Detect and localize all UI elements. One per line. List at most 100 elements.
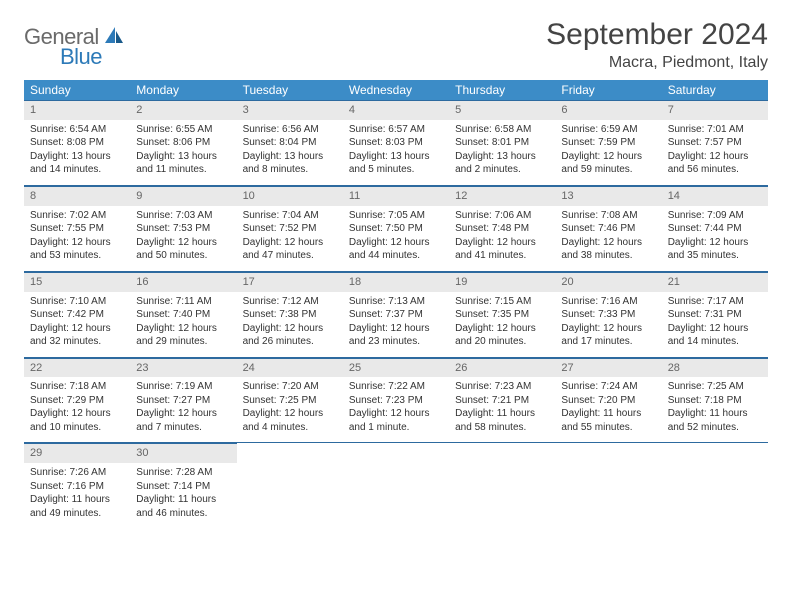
day-cell: 29Sunrise: 7:26 AMSunset: 7:16 PMDayligh… xyxy=(24,443,130,528)
day-number: 2 xyxy=(130,100,236,120)
day-number: 6 xyxy=(555,100,661,120)
sunrise-text: Sunrise: 7:05 AM xyxy=(349,209,443,223)
day-number: 27 xyxy=(555,358,661,378)
sunrise-text: Sunrise: 6:58 AM xyxy=(455,123,549,137)
sunrise-text: Sunrise: 7:02 AM xyxy=(30,209,124,223)
daylight-text: and 5 minutes. xyxy=(349,163,443,177)
day-cell: 18Sunrise: 7:13 AMSunset: 7:37 PMDayligh… xyxy=(343,271,449,357)
day-cell: 3Sunrise: 6:56 AMSunset: 8:04 PMDaylight… xyxy=(237,100,343,185)
day-content: Sunrise: 7:24 AMSunset: 7:20 PMDaylight:… xyxy=(555,377,661,442)
sunrise-text: Sunrise: 7:28 AM xyxy=(136,466,230,480)
day-number: 8 xyxy=(24,186,130,206)
week-row: 1Sunrise: 6:54 AMSunset: 8:08 PMDaylight… xyxy=(24,100,768,185)
day-cell: 13Sunrise: 7:08 AMSunset: 7:46 PMDayligh… xyxy=(555,185,661,271)
day-cell: 9Sunrise: 7:03 AMSunset: 7:53 PMDaylight… xyxy=(130,185,236,271)
empty-cell xyxy=(343,443,449,528)
day-cell: 21Sunrise: 7:17 AMSunset: 7:31 PMDayligh… xyxy=(662,271,768,357)
day-number: 19 xyxy=(449,272,555,292)
day-number: 13 xyxy=(555,186,661,206)
day-number: 4 xyxy=(343,100,449,120)
day-content: Sunrise: 7:16 AMSunset: 7:33 PMDaylight:… xyxy=(555,292,661,357)
day-cell: 10Sunrise: 7:04 AMSunset: 7:52 PMDayligh… xyxy=(237,185,343,271)
sunset-text: Sunset: 7:37 PM xyxy=(349,308,443,322)
sunset-text: Sunset: 7:59 PM xyxy=(561,136,655,150)
sunrise-text: Sunrise: 7:22 AM xyxy=(349,380,443,394)
daylight-text: and 46 minutes. xyxy=(136,507,230,521)
sunrise-text: Sunrise: 7:06 AM xyxy=(455,209,549,223)
day-content: Sunrise: 7:06 AMSunset: 7:48 PMDaylight:… xyxy=(449,206,555,271)
daylight-text: and 14 minutes. xyxy=(668,335,762,349)
daylight-text: Daylight: 12 hours xyxy=(30,236,124,250)
day-content: Sunrise: 6:58 AMSunset: 8:01 PMDaylight:… xyxy=(449,120,555,185)
daylight-text: and 23 minutes. xyxy=(349,335,443,349)
day-content: Sunrise: 7:19 AMSunset: 7:27 PMDaylight:… xyxy=(130,377,236,442)
daylight-text: and 53 minutes. xyxy=(30,249,124,263)
sunrise-text: Sunrise: 7:23 AM xyxy=(455,380,549,394)
sunset-text: Sunset: 7:46 PM xyxy=(561,222,655,236)
day-content: Sunrise: 7:20 AMSunset: 7:25 PMDaylight:… xyxy=(237,377,343,442)
day-number: 9 xyxy=(130,186,236,206)
sunrise-text: Sunrise: 7:09 AM xyxy=(668,209,762,223)
day-cell: 17Sunrise: 7:12 AMSunset: 7:38 PMDayligh… xyxy=(237,271,343,357)
daylight-text: Daylight: 12 hours xyxy=(561,322,655,336)
logo-sail-icon xyxy=(103,25,125,50)
day-content: Sunrise: 7:12 AMSunset: 7:38 PMDaylight:… xyxy=(237,292,343,357)
sunset-text: Sunset: 7:38 PM xyxy=(243,308,337,322)
month-title: September 2024 xyxy=(546,18,768,52)
daylight-text: Daylight: 13 hours xyxy=(349,150,443,164)
daylight-text: and 10 minutes. xyxy=(30,421,124,435)
sunrise-text: Sunrise: 6:59 AM xyxy=(561,123,655,137)
day-number: 3 xyxy=(237,100,343,120)
day-cell: 30Sunrise: 7:28 AMSunset: 7:14 PMDayligh… xyxy=(130,443,236,528)
sunset-text: Sunset: 7:27 PM xyxy=(136,394,230,408)
empty-cell xyxy=(449,443,555,528)
day-content: Sunrise: 7:11 AMSunset: 7:40 PMDaylight:… xyxy=(130,292,236,357)
sunset-text: Sunset: 7:52 PM xyxy=(243,222,337,236)
day-number: 30 xyxy=(130,443,236,463)
sunrise-text: Sunrise: 7:19 AM xyxy=(136,380,230,394)
sunset-text: Sunset: 7:53 PM xyxy=(136,222,230,236)
location: Macra, Piedmont, Italy xyxy=(546,54,768,72)
day-content: Sunrise: 7:17 AMSunset: 7:31 PMDaylight:… xyxy=(662,292,768,357)
daylight-text: Daylight: 12 hours xyxy=(30,407,124,421)
day-cell: 27Sunrise: 7:24 AMSunset: 7:20 PMDayligh… xyxy=(555,357,661,443)
daylight-text: Daylight: 12 hours xyxy=(136,236,230,250)
daylight-text: and 11 minutes. xyxy=(136,163,230,177)
day-content: Sunrise: 7:18 AMSunset: 7:29 PMDaylight:… xyxy=(24,377,130,442)
sunset-text: Sunset: 8:06 PM xyxy=(136,136,230,150)
day-content: Sunrise: 7:03 AMSunset: 7:53 PMDaylight:… xyxy=(130,206,236,271)
day-number: 24 xyxy=(237,358,343,378)
day-number: 21 xyxy=(662,272,768,292)
daylight-text: Daylight: 11 hours xyxy=(30,493,124,507)
sunset-text: Sunset: 7:16 PM xyxy=(30,480,124,494)
day-cell: 25Sunrise: 7:22 AMSunset: 7:23 PMDayligh… xyxy=(343,357,449,443)
sunrise-text: Sunrise: 7:18 AM xyxy=(30,380,124,394)
daylight-text: and 14 minutes. xyxy=(30,163,124,177)
daylight-text: and 56 minutes. xyxy=(668,163,762,177)
daylight-text: Daylight: 11 hours xyxy=(561,407,655,421)
daylight-text: and 41 minutes. xyxy=(455,249,549,263)
sunset-text: Sunset: 8:08 PM xyxy=(30,136,124,150)
week-row: 22Sunrise: 7:18 AMSunset: 7:29 PMDayligh… xyxy=(24,357,768,443)
day-cell: 12Sunrise: 7:06 AMSunset: 7:48 PMDayligh… xyxy=(449,185,555,271)
day-number: 23 xyxy=(130,358,236,378)
sunrise-text: Sunrise: 7:04 AM xyxy=(243,209,337,223)
day-cell: 4Sunrise: 6:57 AMSunset: 8:03 PMDaylight… xyxy=(343,100,449,185)
day-cell: 6Sunrise: 6:59 AMSunset: 7:59 PMDaylight… xyxy=(555,100,661,185)
weekday-header: Thursday xyxy=(449,80,555,100)
header: General September 2024 Macra, Piedmont, … xyxy=(24,18,768,72)
logo-text-blue: Blue xyxy=(60,44,102,69)
daylight-text: and 47 minutes. xyxy=(243,249,337,263)
sunset-text: Sunset: 7:50 PM xyxy=(349,222,443,236)
day-number: 1 xyxy=(24,100,130,120)
daylight-text: and 58 minutes. xyxy=(455,421,549,435)
day-content: Sunrise: 7:13 AMSunset: 7:37 PMDaylight:… xyxy=(343,292,449,357)
day-content: Sunrise: 7:04 AMSunset: 7:52 PMDaylight:… xyxy=(237,206,343,271)
day-content: Sunrise: 7:01 AMSunset: 7:57 PMDaylight:… xyxy=(662,120,768,185)
sunset-text: Sunset: 7:33 PM xyxy=(561,308,655,322)
weekday-header: Saturday xyxy=(662,80,768,100)
daylight-text: and 49 minutes. xyxy=(30,507,124,521)
day-cell: 22Sunrise: 7:18 AMSunset: 7:29 PMDayligh… xyxy=(24,357,130,443)
sunset-text: Sunset: 7:44 PM xyxy=(668,222,762,236)
day-content: Sunrise: 7:23 AMSunset: 7:21 PMDaylight:… xyxy=(449,377,555,442)
